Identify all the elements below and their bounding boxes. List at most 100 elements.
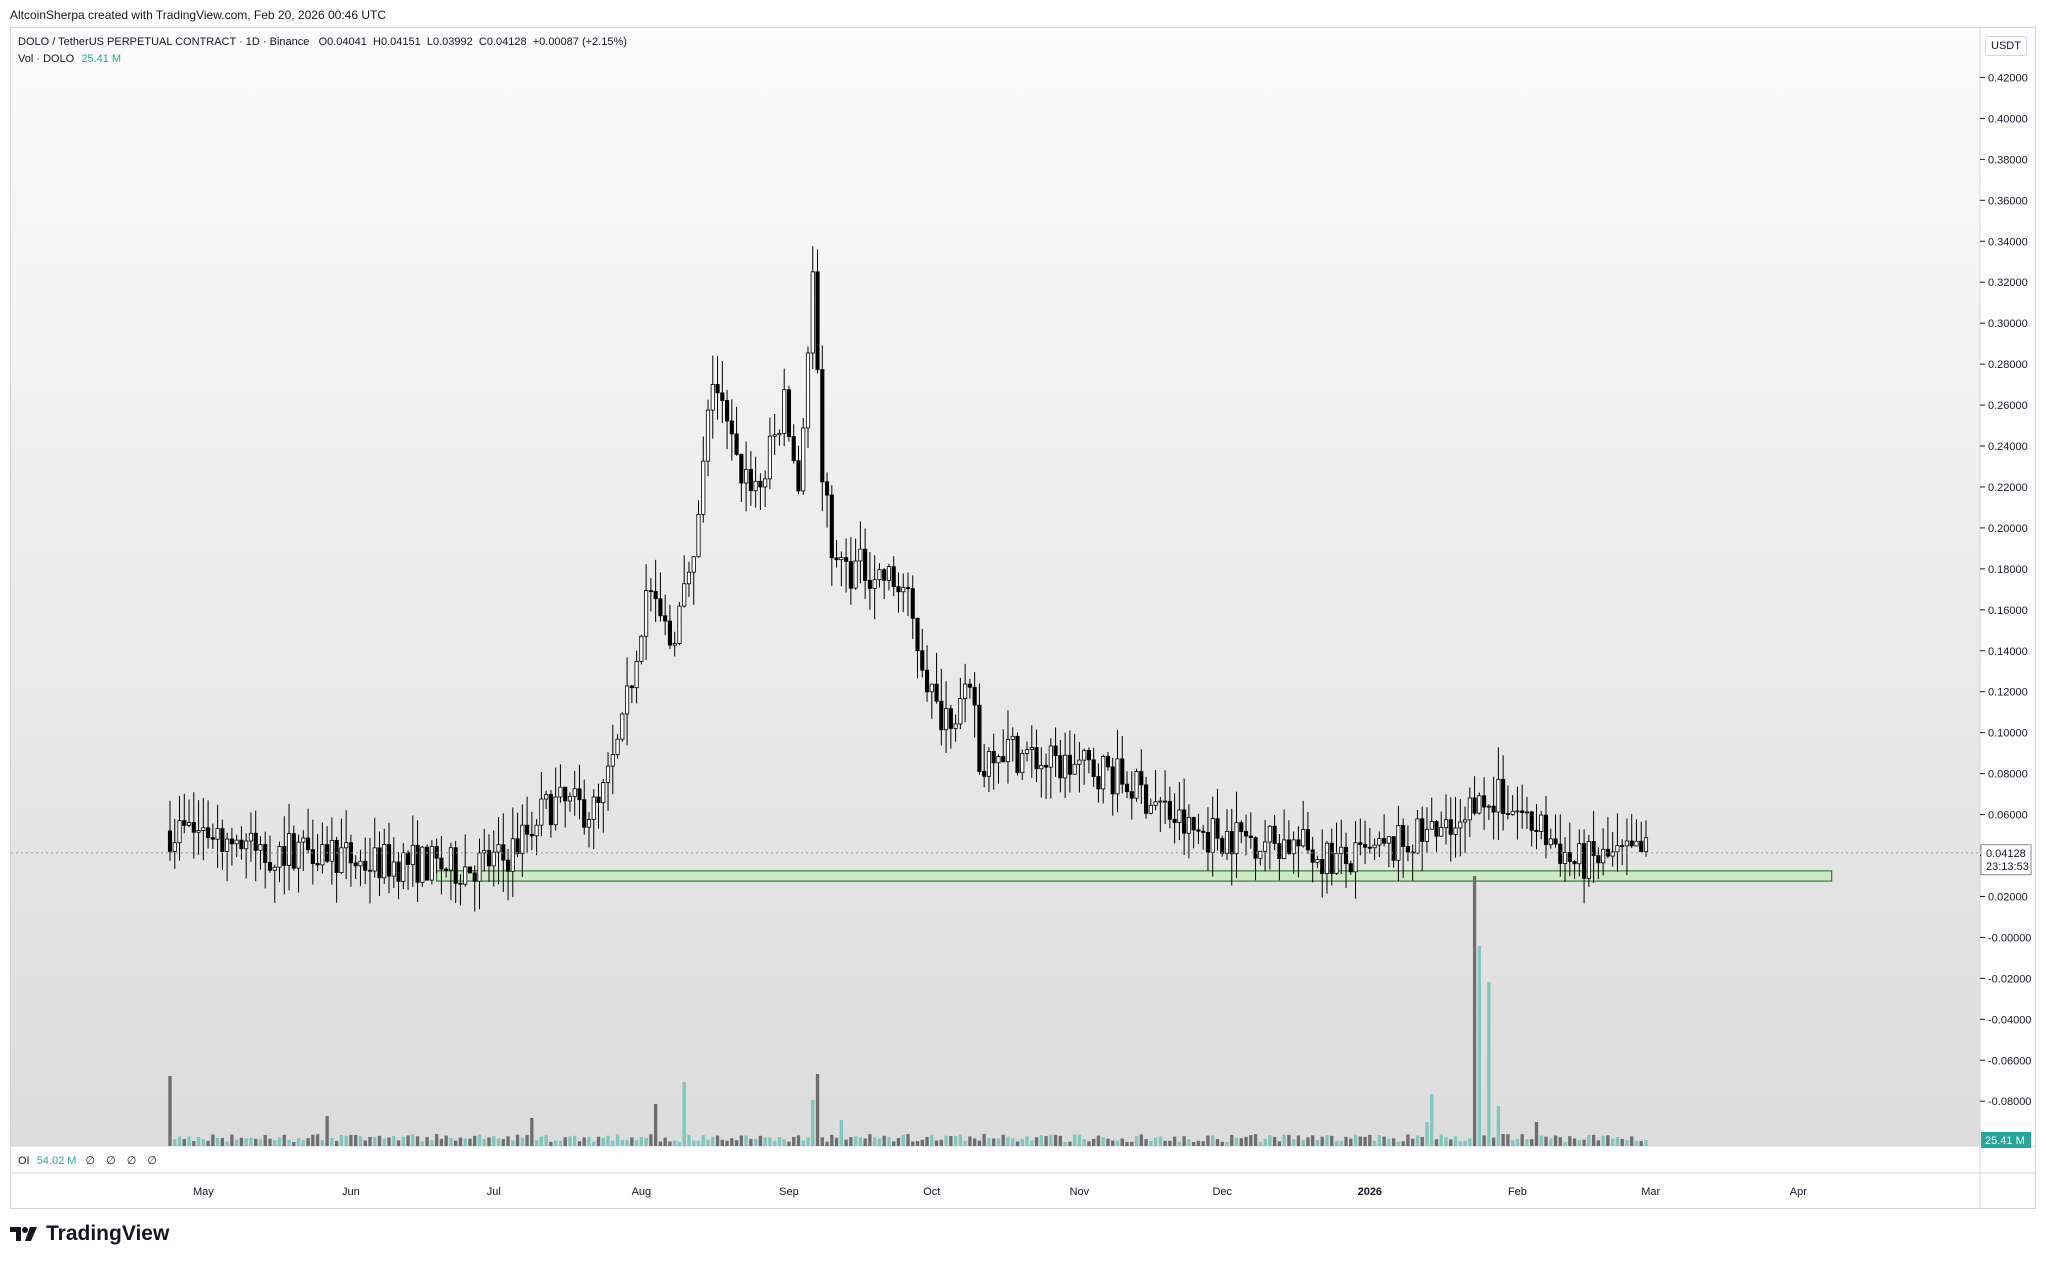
- candle-body[interactable]: [901, 587, 906, 593]
- candle-body[interactable]: [206, 827, 211, 839]
- candle-body[interactable]: [1205, 831, 1211, 853]
- candle-body[interactable]: [1143, 784, 1149, 814]
- candle-body[interactable]: [1010, 735, 1015, 740]
- candle-body[interactable]: [844, 557, 849, 562]
- volume-label[interactable]: Vol · DOLO: [18, 53, 75, 65]
- candle-body[interactable]: [1058, 755, 1063, 779]
- candle-body[interactable]: [286, 833, 292, 866]
- candle-body[interactable]: [1001, 756, 1006, 763]
- candle-body[interactable]: [1477, 795, 1482, 814]
- candle-body[interactable]: [1296, 839, 1301, 847]
- candle-body[interactable]: [1210, 818, 1215, 853]
- candle-body[interactable]: [610, 754, 615, 767]
- candle-body[interactable]: [634, 660, 639, 689]
- candle-body[interactable]: [953, 723, 958, 729]
- candle-body[interactable]: [682, 583, 687, 607]
- candle-body[interactable]: [667, 620, 672, 646]
- candle-body[interactable]: [963, 683, 968, 699]
- candle-body[interactable]: [291, 833, 296, 869]
- candle-body[interactable]: [1367, 846, 1372, 849]
- candle-body[interactable]: [1629, 840, 1634, 847]
- candle-body[interactable]: [1462, 819, 1468, 823]
- candle-body[interactable]: [1224, 830, 1230, 854]
- candle-body[interactable]: [1134, 771, 1139, 799]
- candle-body[interactable]: [691, 556, 696, 573]
- candle-body[interactable]: [372, 847, 377, 872]
- candle-body[interactable]: [1167, 800, 1172, 820]
- candle-body[interactable]: [1196, 829, 1201, 832]
- candle-body[interactable]: [510, 838, 515, 872]
- candle-body[interactable]: [1643, 837, 1649, 853]
- candle-body[interactable]: [515, 838, 520, 855]
- candle-body[interactable]: [739, 453, 744, 484]
- candle-body[interactable]: [1353, 842, 1358, 873]
- candle-body[interactable]: [1177, 809, 1182, 823]
- candle-body[interactable]: [596, 796, 601, 804]
- candle-body[interactable]: [344, 842, 349, 849]
- candle-body[interactable]: [505, 859, 511, 872]
- candle-body[interactable]: [1015, 735, 1020, 774]
- candle-body[interactable]: [1439, 827, 1444, 837]
- candle-body[interactable]: [839, 557, 844, 561]
- candle-body[interactable]: [1310, 849, 1315, 863]
- candle-body[interactable]: [467, 866, 473, 874]
- candle-body[interactable]: [1458, 821, 1463, 829]
- candle-body[interactable]: [1072, 763, 1077, 775]
- candle-body[interactable]: [186, 822, 192, 826]
- candle-body[interactable]: [1129, 791, 1134, 799]
- candle-body[interactable]: [1453, 827, 1458, 835]
- candle-body[interactable]: [306, 837, 311, 851]
- candle-body[interactable]: [244, 840, 249, 850]
- candle-body[interactable]: [429, 846, 434, 881]
- candle-body[interactable]: [353, 862, 358, 867]
- candle-body[interactable]: [872, 579, 877, 589]
- candle-body[interactable]: [934, 683, 939, 702]
- candle-body[interactable]: [386, 844, 392, 877]
- candle-body[interactable]: [1291, 839, 1296, 855]
- candle-body[interactable]: [1263, 841, 1268, 852]
- candle-body[interactable]: [1505, 813, 1510, 816]
- candle-body[interactable]: [644, 590, 649, 637]
- candle-body[interactable]: [1405, 846, 1410, 853]
- candle-body[interactable]: [1215, 818, 1220, 839]
- candle-body[interactable]: [763, 478, 768, 488]
- candle-body[interactable]: [858, 548, 863, 562]
- candle-body[interactable]: [663, 615, 668, 622]
- candle-body[interactable]: [701, 460, 706, 515]
- candle-body[interactable]: [829, 494, 834, 559]
- candle-body[interactable]: [567, 796, 573, 802]
- candle-body[interactable]: [258, 844, 263, 851]
- candle-body[interactable]: [1443, 819, 1449, 829]
- candle-body[interactable]: [1148, 804, 1153, 814]
- candle-body[interactable]: [1363, 844, 1368, 848]
- candle-body[interactable]: [653, 590, 658, 600]
- candle-body[interactable]: [1324, 842, 1330, 875]
- candle-body[interactable]: [1558, 843, 1563, 864]
- candle-body[interactable]: [1086, 749, 1091, 761]
- candle-body[interactable]: [1163, 800, 1168, 803]
- candle-body[interactable]: [444, 868, 449, 871]
- candle-body[interactable]: [1005, 739, 1011, 763]
- candle-body[interactable]: [525, 824, 530, 835]
- candle-body[interactable]: [1501, 778, 1506, 815]
- candle-body[interactable]: [225, 838, 230, 852]
- candle-body[interactable]: [1253, 837, 1258, 859]
- candle-body[interactable]: [396, 861, 401, 882]
- candle-body[interactable]: [1077, 759, 1082, 765]
- tradingview-brand[interactable]: TradingView: [10, 1222, 169, 1246]
- candle-body[interactable]: [1334, 853, 1339, 875]
- candle-body[interactable]: [891, 566, 896, 588]
- candle-body[interactable]: [1591, 841, 1596, 857]
- candle-body[interactable]: [867, 579, 872, 589]
- candle-body[interactable]: [1486, 805, 1491, 808]
- candle-body[interactable]: [1482, 795, 1487, 808]
- candle-body[interactable]: [1272, 825, 1277, 844]
- candle-body[interactable]: [615, 738, 620, 755]
- candle-body[interactable]: [767, 435, 772, 480]
- candle-body[interactable]: [329, 839, 334, 862]
- candle-body[interactable]: [705, 409, 711, 462]
- candle-body[interactable]: [1063, 754, 1068, 779]
- candle-body[interactable]: [1044, 764, 1049, 768]
- candle-body[interactable]: [420, 846, 425, 883]
- candle-body[interactable]: [734, 433, 739, 455]
